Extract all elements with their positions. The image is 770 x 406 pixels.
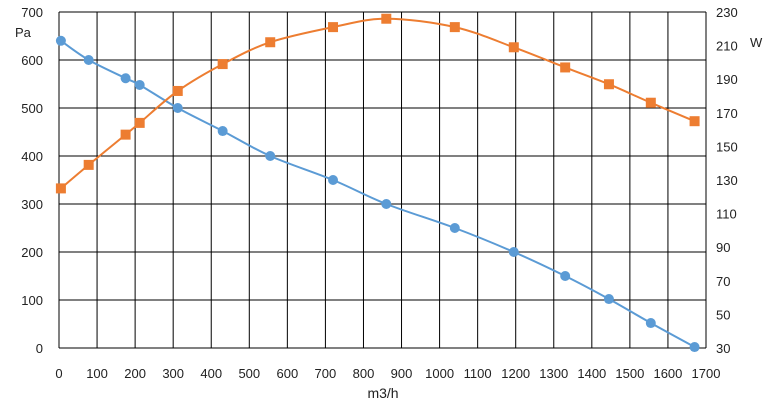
x-axis-tick-label: 1000: [425, 366, 454, 381]
pressure-series-point: [217, 126, 228, 137]
pressure-series-point: [83, 55, 94, 65]
power-series-point: [172, 85, 183, 96]
pressure-series-point: [134, 79, 145, 90]
right-axis-tick-label: 30: [716, 341, 730, 356]
right-axis-ticks: 30 50 70 90 110 130 150 170 190 210 230: [716, 5, 738, 356]
pressure-series-point: [645, 318, 656, 329]
right-axis-tick-label: 230: [716, 5, 738, 20]
power-series-point: [265, 37, 276, 48]
x-axis-tick-label: 800: [353, 366, 375, 381]
right-axis-tick-label: 150: [716, 139, 738, 154]
power-series-point: [689, 116, 700, 127]
right-axis-tick-label: 110: [716, 207, 737, 222]
power-series-line: [60, 17, 695, 190]
left-axis-tick-label: 200: [21, 245, 43, 260]
left-axis-tick-label: 400: [21, 149, 43, 164]
left-axis-tick-label: 0: [36, 341, 43, 356]
pressure-series-point: [560, 271, 571, 281]
power-series-point: [328, 22, 339, 33]
pressure-series-point: [689, 342, 700, 353]
left-axis-tick-label: 100: [21, 293, 43, 308]
x-axis-tick-label: 200: [124, 366, 146, 381]
left-axis-tick-label: 600: [21, 53, 43, 68]
x-axis-tick-label: 900: [391, 366, 413, 381]
pressure-series-point: [328, 175, 339, 185]
gridlines: [58, 11, 707, 349]
pressure-series-point: [603, 294, 614, 305]
x-axis-tick-label: 0: [55, 366, 62, 381]
pressure-series-point: [449, 223, 460, 233]
power-series-point: [603, 79, 614, 90]
pressure-series-point: [381, 199, 392, 209]
power-series-point: [134, 117, 145, 128]
x-axis-tick-label: 1600: [653, 366, 682, 381]
right-axis-tick-label: 70: [716, 274, 730, 289]
right-axis-tick-label: 170: [716, 106, 738, 121]
x-axis-tick-label: 1500: [615, 366, 644, 381]
x-axis-tick-label: 1300: [539, 366, 568, 381]
left-axis-tick-label: 300: [21, 197, 43, 212]
power-series-point: [560, 62, 571, 73]
pressure-series-point: [508, 247, 519, 257]
power-series-point: [83, 159, 94, 170]
power-series-point: [217, 59, 228, 70]
right-axis-tick-label: 190: [716, 72, 738, 87]
power-series-point: [55, 183, 66, 194]
x-axis-tick-label: 300: [162, 366, 184, 381]
pressure-series-point: [55, 35, 66, 46]
left-axis-unit: Pa: [15, 25, 32, 40]
x-axis-tick-label: 400: [200, 366, 222, 381]
x-axis-tick-label: 600: [277, 366, 299, 381]
x-axis-tick-label: 1400: [577, 366, 606, 381]
x-axis-tick-label: 1200: [501, 366, 530, 381]
right-axis-tick-label: 50: [716, 307, 730, 322]
x-axis-tick-label: 100: [86, 366, 108, 381]
x-axis-tick-label: 700: [315, 366, 337, 381]
pressure-series-point: [120, 73, 131, 84]
power-series-point: [381, 13, 392, 24]
x-axis-tick-label: 500: [238, 366, 260, 381]
power-series-point: [120, 129, 131, 140]
x-axis-ticks: 0 100 200 300 400 500 600 700 800 900 1000 1100 1200…: [55, 366, 720, 381]
power-series-point: [508, 42, 519, 53]
power-series-point: [449, 22, 460, 33]
right-axis-tick-label: 130: [716, 173, 738, 188]
pressure-series-point: [265, 151, 276, 161]
right-axis-tick-label: 210: [716, 39, 738, 54]
x-axis-title: m3/h: [367, 385, 398, 401]
pressure-series-line: [60, 39, 696, 348]
left-axis-ticks: 0 100 200 300 400 500 600 700: [21, 5, 43, 356]
left-axis-tick-label: 500: [21, 101, 43, 116]
series-layer: [55, 13, 700, 353]
power-series-point: [645, 97, 656, 108]
right-axis-unit: W: [750, 35, 763, 50]
pressure-series-point: [172, 103, 183, 113]
x-axis-tick-label: 1100: [464, 366, 492, 381]
left-axis-tick-label: 700: [21, 5, 43, 20]
x-axis-tick-label: 1700: [692, 366, 721, 381]
right-axis-tick-label: 90: [716, 240, 730, 255]
